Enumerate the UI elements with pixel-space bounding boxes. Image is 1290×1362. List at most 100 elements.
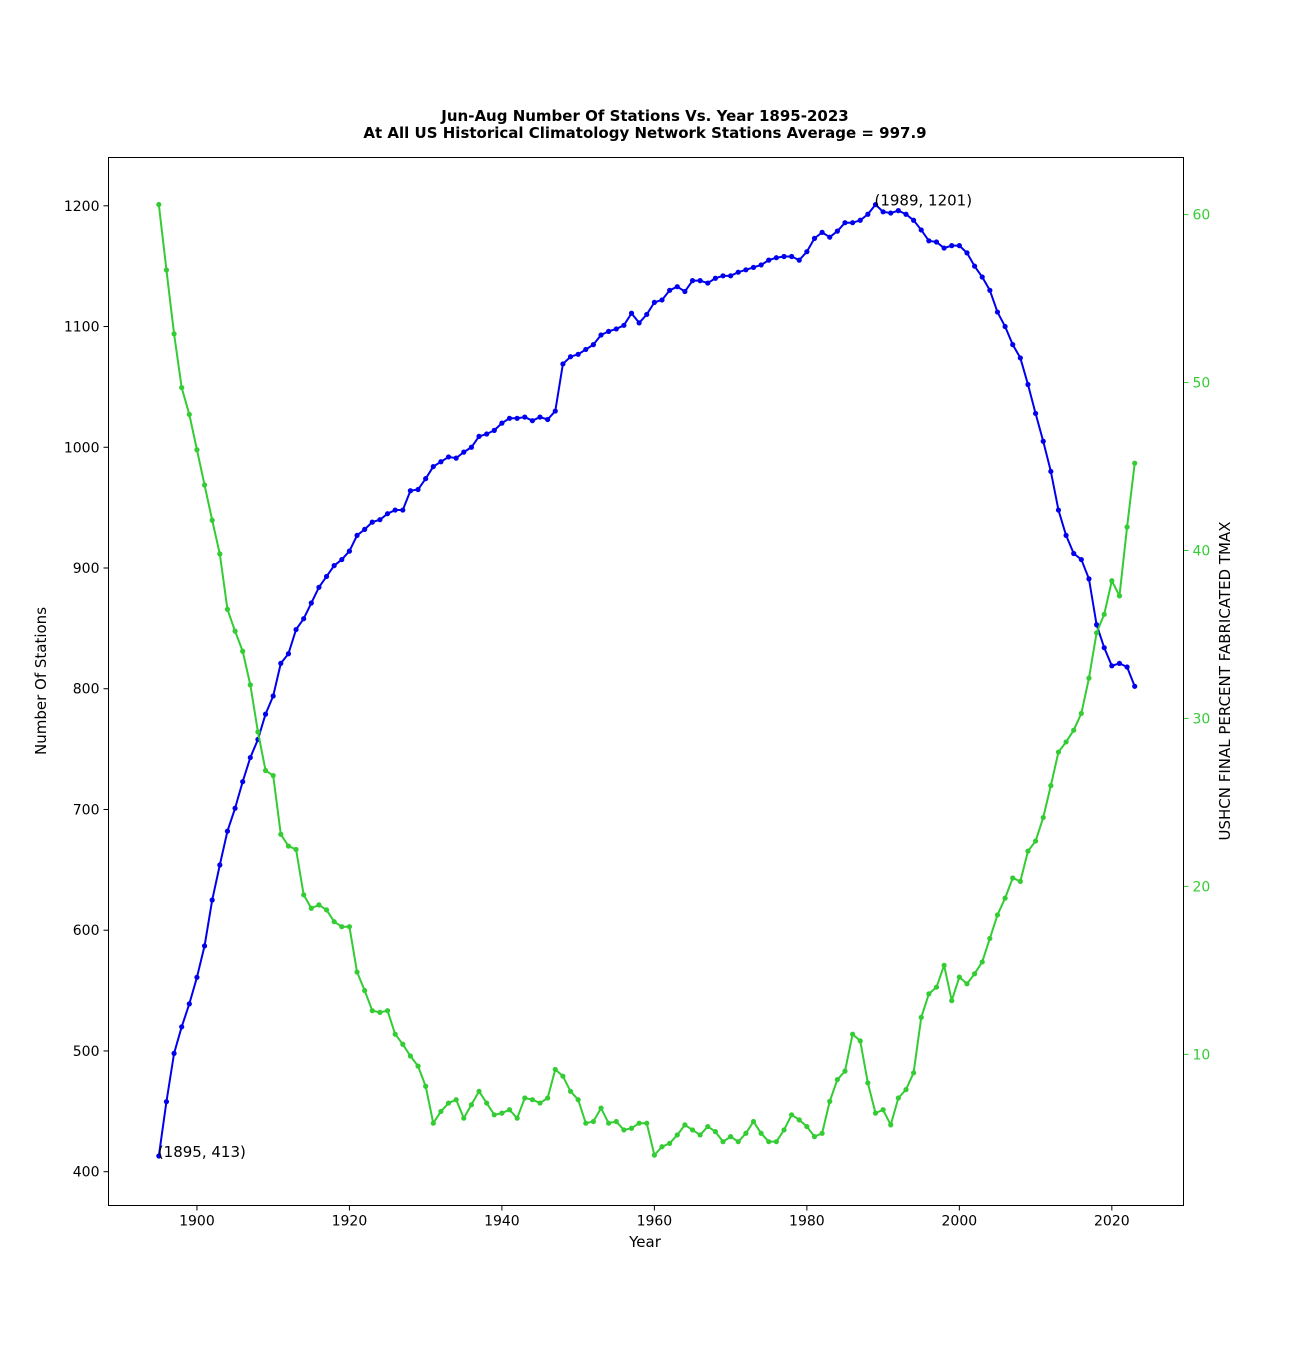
stations-point — [278, 660, 284, 666]
stations-point — [171, 1050, 177, 1056]
percent-point — [560, 1073, 566, 1079]
percent-point — [827, 1098, 833, 1104]
stations-point — [598, 332, 604, 338]
stations-point — [941, 245, 947, 251]
percent-point — [522, 1095, 528, 1101]
stations-line — [157, 203, 1136, 1157]
stations-point — [743, 267, 749, 273]
stations-point — [293, 626, 299, 633]
percent-point — [308, 905, 314, 911]
stations-point — [1017, 355, 1023, 361]
stations-point — [949, 243, 955, 249]
stations-point — [735, 269, 741, 275]
percent-point — [1132, 460, 1138, 466]
stations-point — [766, 257, 772, 263]
stations-point — [194, 974, 200, 980]
percent-point — [697, 1132, 703, 1138]
stations-point — [545, 416, 551, 423]
percent-point — [712, 1129, 718, 1135]
percent-point — [453, 1097, 459, 1103]
stations-point — [270, 693, 276, 699]
stations-point — [682, 288, 688, 295]
stations-point — [834, 228, 840, 234]
stations-point — [606, 328, 612, 334]
percent-point — [301, 892, 307, 898]
stations-point — [476, 433, 482, 439]
percent-point — [705, 1123, 711, 1130]
stations-point — [484, 431, 490, 437]
stations-point — [346, 548, 353, 554]
percent-point — [918, 1014, 924, 1021]
x-tick-label: 1980 — [789, 1214, 825, 1230]
percent-point — [590, 1118, 596, 1125]
percent-point — [346, 924, 353, 930]
y-tick-label: 700 — [73, 802, 100, 818]
percent-point — [384, 1008, 391, 1014]
right-axis: 10 20 30 40 50 60 — [1183, 157, 1211, 1206]
percent-point — [1055, 749, 1062, 755]
stations-point — [1010, 342, 1016, 348]
stations-point — [1101, 645, 1107, 651]
percent-point — [720, 1139, 726, 1145]
stations-point — [781, 253, 787, 260]
percent-point — [163, 267, 170, 273]
percent-point — [598, 1105, 604, 1111]
stations-point — [506, 415, 513, 421]
stations-point — [773, 255, 779, 261]
percent-point — [529, 1097, 536, 1103]
y2-tick-label: 40 — [1193, 544, 1211, 560]
stations-point — [857, 217, 863, 223]
stations-point — [362, 526, 368, 532]
percent-point — [689, 1127, 696, 1133]
stations-point — [819, 229, 825, 235]
percent-point — [1032, 838, 1039, 844]
y-axis-label: Number Of Stations — [32, 607, 50, 755]
percent-point — [613, 1118, 619, 1125]
y-tick-label: 500 — [73, 1044, 100, 1060]
percent-point — [491, 1112, 497, 1118]
percent-point — [857, 1038, 863, 1044]
percent-point — [773, 1139, 779, 1145]
percent-point — [926, 991, 932, 997]
percent-point — [1017, 878, 1023, 884]
percent-point — [293, 846, 299, 853]
percent-point — [1071, 727, 1077, 733]
stations-point — [575, 351, 581, 357]
percent-point — [201, 482, 208, 488]
stations-point — [659, 297, 665, 303]
percent-point — [682, 1122, 688, 1128]
stations-point — [1109, 663, 1115, 669]
stations-point — [423, 476, 429, 482]
stations-point — [918, 227, 924, 233]
percent-point — [834, 1076, 840, 1083]
stations-point — [667, 287, 673, 293]
y2-tick-label: 60 — [1193, 208, 1211, 224]
percent-point — [804, 1123, 810, 1130]
percent-point — [651, 1152, 657, 1158]
percent-point — [552, 1066, 558, 1073]
stations-point — [1093, 622, 1100, 628]
percent-point — [1116, 593, 1123, 599]
percent-point — [415, 1063, 421, 1069]
stations-point — [262, 711, 269, 717]
x-tick-label: 2000 — [942, 1214, 978, 1230]
percent-point — [1025, 848, 1031, 854]
percent-point — [567, 1088, 574, 1094]
percent-point — [186, 411, 192, 418]
stations-point — [972, 263, 978, 269]
percent-point — [339, 924, 345, 930]
stations-point — [842, 220, 848, 226]
percent-point — [796, 1117, 802, 1123]
percent-point — [1109, 578, 1115, 584]
percent-point — [1040, 814, 1046, 821]
percent-point — [1010, 875, 1016, 881]
x-axis-label: Year — [628, 1233, 662, 1251]
stations-point — [621, 322, 627, 328]
percent-point — [171, 331, 177, 337]
stations-point — [804, 249, 810, 255]
percent-point — [1078, 710, 1084, 717]
stations-point — [651, 299, 657, 305]
percent-point — [1124, 524, 1130, 530]
percent-point — [514, 1115, 520, 1121]
